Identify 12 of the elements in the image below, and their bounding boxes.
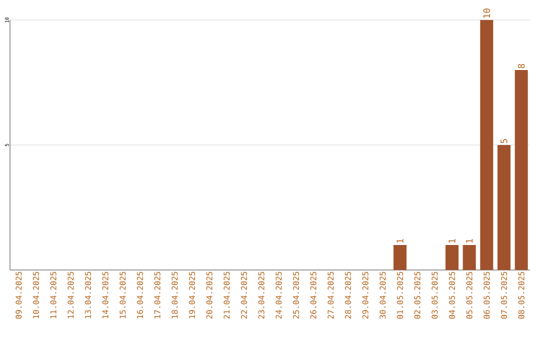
bar (498, 145, 511, 270)
data-label: 1 (466, 239, 473, 243)
bar (446, 245, 459, 270)
bar (462, 245, 476, 270)
bar (514, 70, 528, 270)
data-label: 8 (518, 64, 525, 68)
bar (480, 20, 494, 270)
data-label: 1 (448, 239, 456, 243)
data-label: 5 (500, 139, 508, 144)
bar (394, 245, 407, 270)
data-label: 10 (483, 8, 490, 18)
data-label: 1 (396, 239, 404, 243)
